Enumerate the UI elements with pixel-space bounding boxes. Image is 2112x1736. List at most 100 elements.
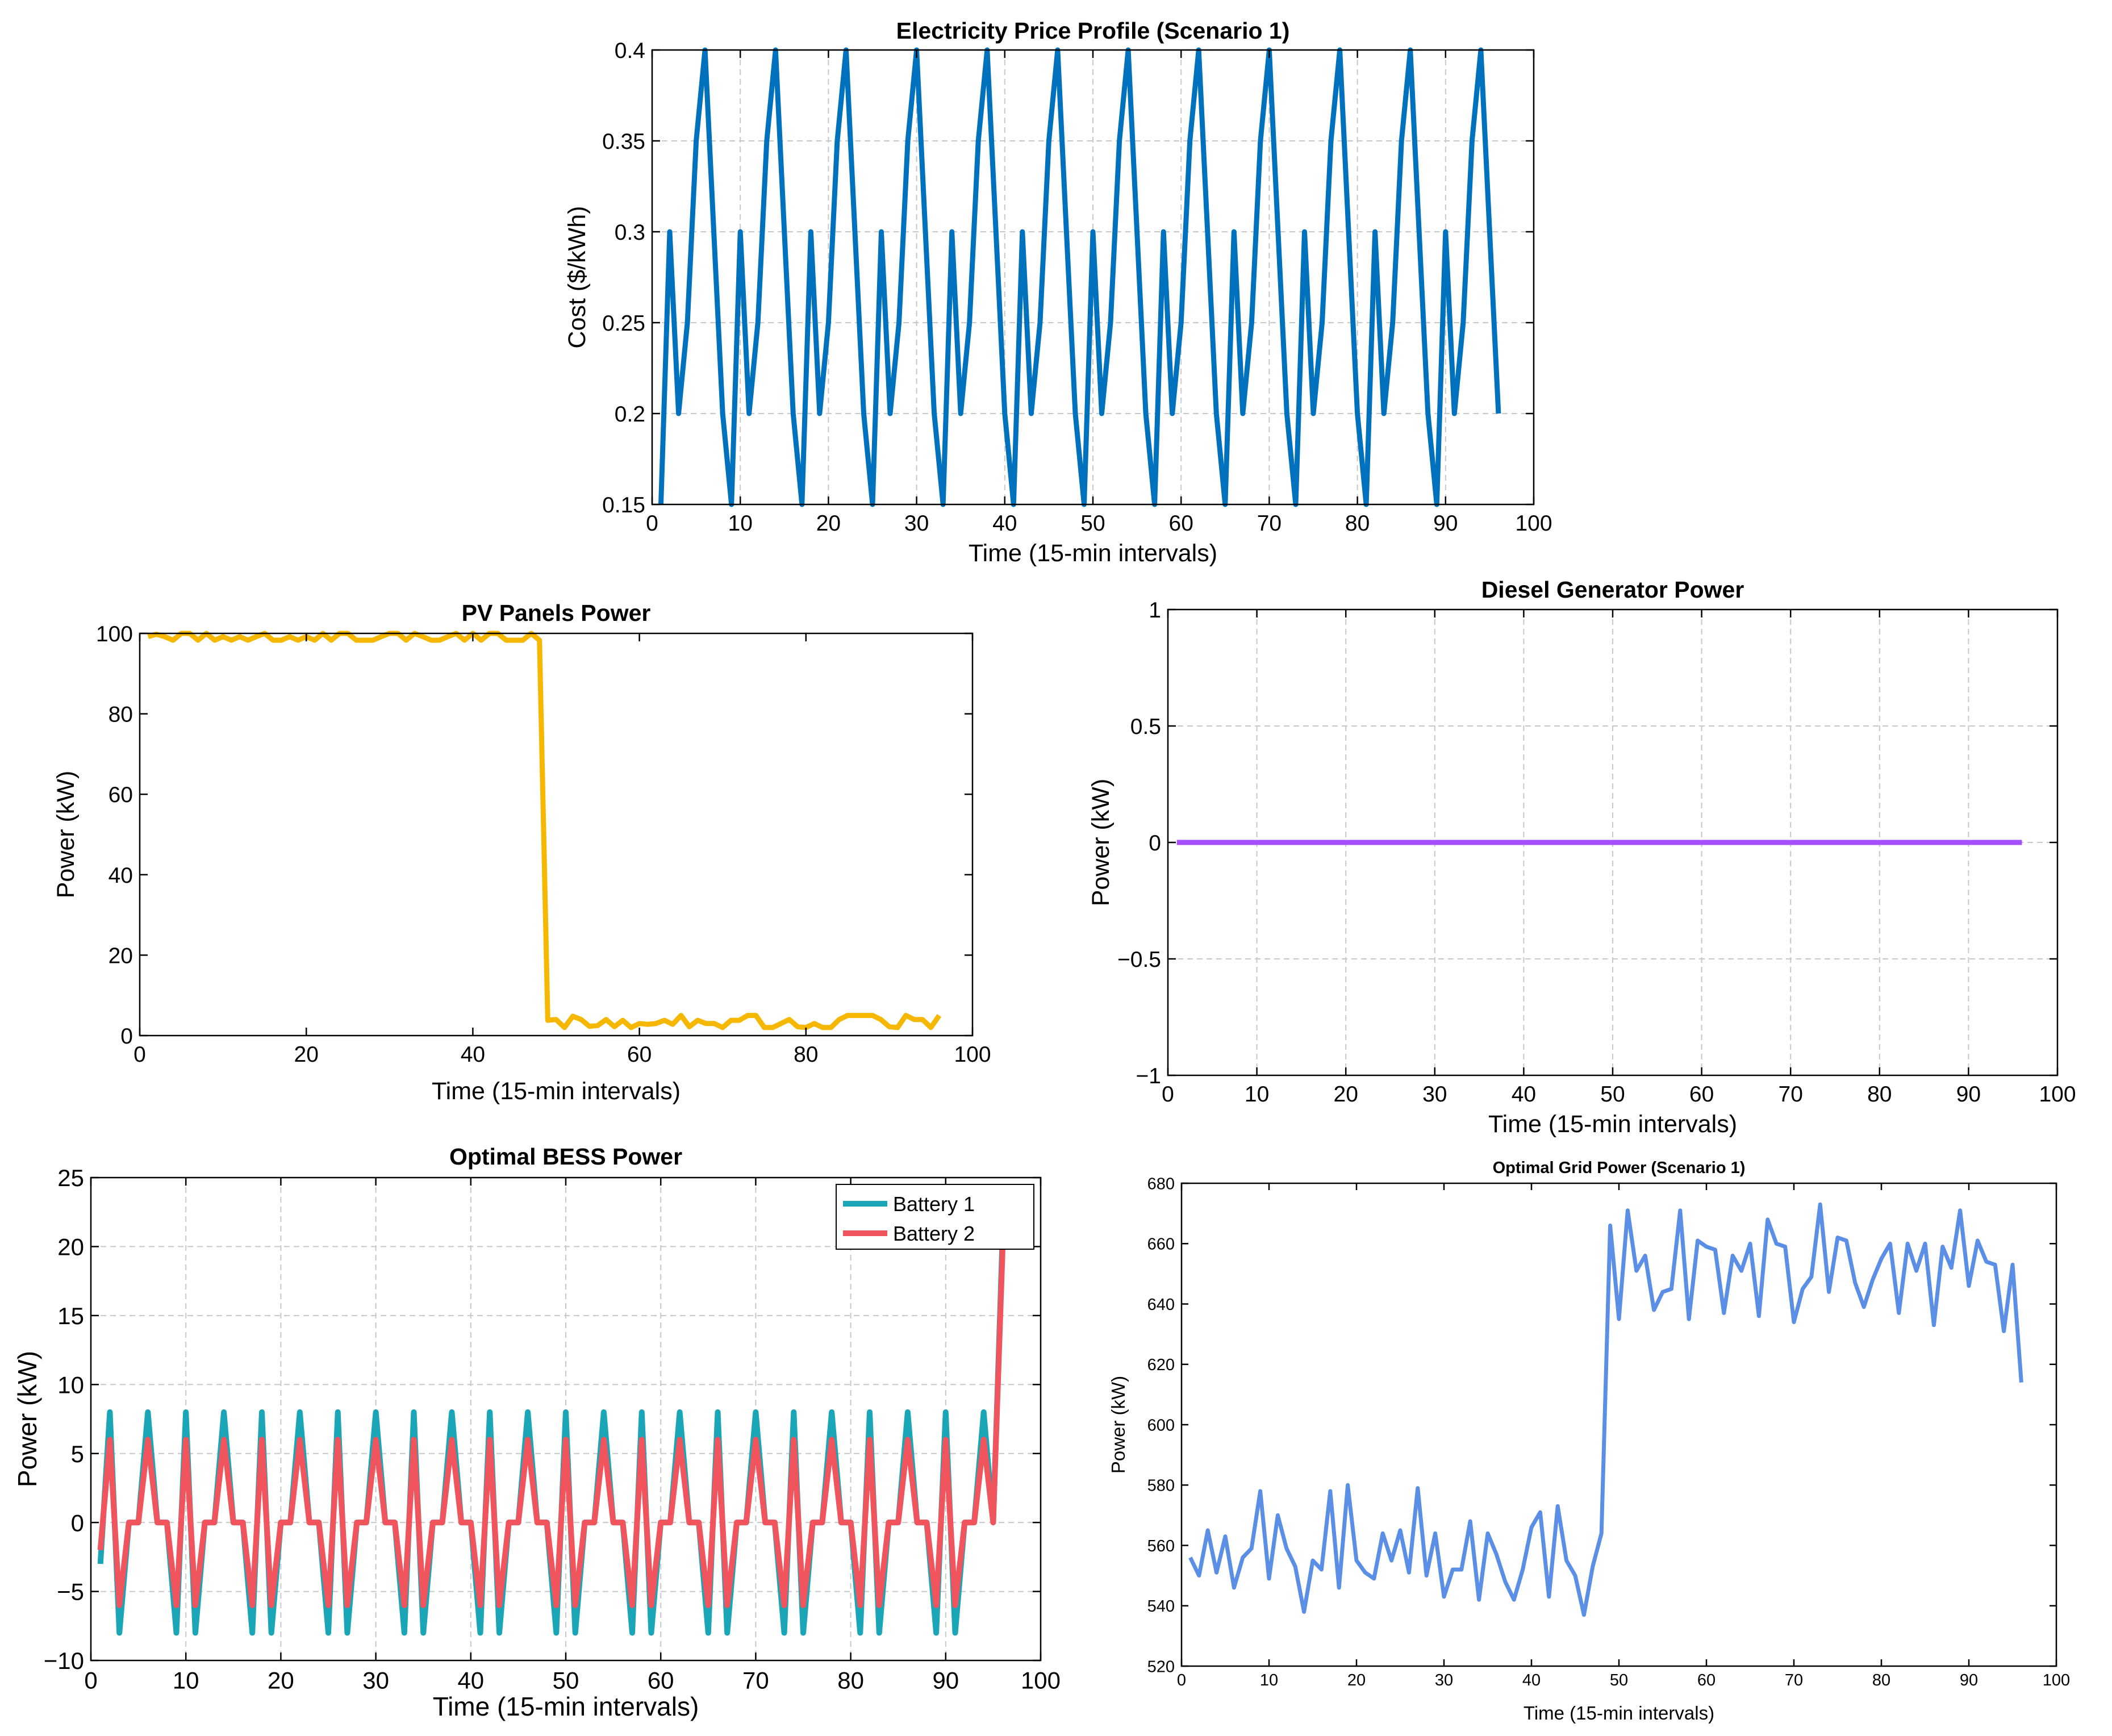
y-tick-label: −10 (44, 1647, 84, 1674)
y-tick-label: 0.35 (602, 130, 645, 154)
x-tick-label: 90 (1960, 1671, 1978, 1689)
y-tick-label: 0.4 (615, 39, 645, 63)
x-tick-label: 30 (1435, 1671, 1453, 1689)
x-tick-label: 100 (1021, 1667, 1061, 1694)
x-tick-label: 60 (1169, 511, 1193, 536)
x-tick-label: 80 (837, 1667, 864, 1694)
x-tick-label: 90 (932, 1667, 959, 1694)
y-tick-label: 0.25 (602, 311, 645, 336)
y-tick-label: 620 (1147, 1356, 1175, 1374)
legend-label-1: Battery 1 (893, 1192, 975, 1216)
x-tick-label: 20 (1347, 1671, 1366, 1689)
x-tick-label: 0 (1162, 1082, 1174, 1107)
x-tick-label: 100 (2043, 1671, 2070, 1689)
pv-chart: 0 20 40 60 80 100 0 20 40 60 80 100 PV Panels Power T… (52, 600, 991, 1105)
y-tick-label: 0 (1149, 831, 1161, 856)
x-tick-label: 100 (1515, 511, 1552, 536)
bess-legend: Battery 1 Battery 2 (836, 1184, 1034, 1250)
pv-chart-title: PV Panels Power (462, 600, 651, 626)
x-tick-label: 40 (1512, 1082, 1536, 1107)
x-tick-label: 40 (461, 1042, 485, 1067)
x-tick-label: 50 (1610, 1671, 1628, 1689)
y-tick-label: −1 (1136, 1064, 1161, 1088)
x-tick-label: 50 (1600, 1082, 1625, 1107)
y-tick-label: 560 (1147, 1537, 1175, 1555)
grid-x-axis-label: Time (15-min intervals) (1524, 1702, 1714, 1724)
x-tick-label: 80 (1867, 1082, 1892, 1107)
y-tick-label: 0.3 (615, 220, 645, 245)
price-chart: 0 10 20 30 40 50 60 70 80 90 100 0.15 0.2 0.25 0.3 0.35… (564, 18, 1552, 567)
x-tick-label: 70 (1779, 1082, 1803, 1107)
grid-y-axis-label: Power (kW) (1108, 1376, 1129, 1474)
x-tick-label: 10 (728, 511, 753, 536)
y-tick-label: 540 (1147, 1597, 1175, 1616)
legend-box (836, 1184, 1034, 1250)
x-tick-label: 40 (457, 1667, 484, 1694)
bess-series-line-2 (97, 1246, 1006, 1608)
x-tick-label: 0 (84, 1667, 97, 1694)
x-tick-label: 10 (173, 1667, 199, 1694)
bess-x-axis-label: Time (15-min intervals) (433, 1692, 699, 1721)
diesel-x-axis-label: Time (15-min intervals) (1488, 1111, 1737, 1138)
pv-x-axis-label: Time (15-min intervals) (432, 1078, 681, 1105)
x-tick-label: 50 (1080, 511, 1105, 536)
x-tick-label: 20 (294, 1042, 319, 1067)
x-tick-label: 90 (1433, 511, 1458, 536)
y-tick-label: 40 (108, 863, 133, 888)
y-tick-label: 1 (1149, 598, 1161, 623)
grid-series-line-1 (1188, 1202, 2023, 1617)
y-tick-label: 660 (1147, 1236, 1175, 1254)
price-x-axis-label: Time (15-min intervals) (969, 540, 1217, 567)
x-tick-label: 90 (1956, 1082, 1981, 1107)
y-tick-label: 0.5 (1130, 715, 1161, 739)
y-tick-label: 60 (108, 783, 133, 807)
legend-label-2: Battery 2 (893, 1222, 975, 1245)
y-tick-label: 5 (71, 1441, 84, 1467)
grid-chart: 0 10 20 30 40 50 60 70 80 90 100 520 540 560 580 600 620… (1108, 1159, 2070, 1724)
bess-y-axis-label: Power (kW) (12, 1351, 42, 1487)
x-tick-label: 30 (1422, 1082, 1447, 1107)
y-tick-label: 25 (57, 1165, 84, 1191)
y-tick-label: 680 (1147, 1175, 1175, 1193)
x-tick-label: 20 (268, 1667, 294, 1694)
y-tick-label: 80 (108, 703, 133, 727)
pv-y-axis-label: Power (kW) (52, 771, 80, 899)
y-tick-label: 600 (1147, 1416, 1175, 1434)
y-tick-label: 20 (108, 944, 133, 968)
x-tick-label: 0 (1177, 1671, 1186, 1689)
x-tick-label: 60 (1697, 1671, 1716, 1689)
x-tick-label: 20 (816, 511, 841, 536)
x-tick-label: 10 (1245, 1082, 1269, 1107)
x-tick-label: 70 (1257, 511, 1282, 536)
x-tick-label: 0 (133, 1042, 146, 1067)
x-tick-label: 60 (648, 1667, 674, 1694)
y-tick-label: 15 (57, 1303, 84, 1329)
grid-chart-title: Optimal Grid Power (Scenario 1) (1493, 1159, 1746, 1177)
bess-chart-title: Optimal BESS Power (449, 1144, 682, 1170)
x-tick-label: 50 (553, 1667, 579, 1694)
x-tick-label: 40 (1522, 1671, 1541, 1689)
x-tick-label: 10 (1260, 1671, 1278, 1689)
price-y-axis-label: Cost ($/kWh) (564, 206, 591, 349)
diesel-y-axis-label: Power (kW) (1087, 779, 1115, 907)
price-series-line-1 (658, 47, 1501, 507)
y-tick-label: 580 (1147, 1477, 1175, 1495)
x-tick-label: 30 (362, 1667, 389, 1694)
price-chart-title: Electricity Price Profile (Scenario 1) (896, 18, 1290, 44)
bess-chart: 0 10 20 30 40 50 60 70 80 90 100 −10 −5 0 5 10 15 20 25 Opt… (12, 1144, 1061, 1721)
x-tick-label: 20 (1334, 1082, 1358, 1107)
x-tick-label: 80 (1872, 1671, 1890, 1689)
x-tick-label: 70 (742, 1667, 769, 1694)
y-tick-label: 0.2 (615, 402, 645, 427)
y-tick-label: 10 (57, 1371, 84, 1398)
y-tick-label: 640 (1147, 1296, 1175, 1314)
y-tick-label: 0 (71, 1509, 84, 1536)
x-tick-label: 60 (1689, 1082, 1714, 1107)
x-tick-label: 0 (646, 511, 658, 536)
x-tick-label: 40 (992, 511, 1017, 536)
pv-axes-box (139, 632, 974, 1037)
y-tick-label: 100 (96, 622, 133, 646)
x-tick-label: 100 (2039, 1082, 2076, 1107)
x-tick-label: 30 (904, 511, 929, 536)
